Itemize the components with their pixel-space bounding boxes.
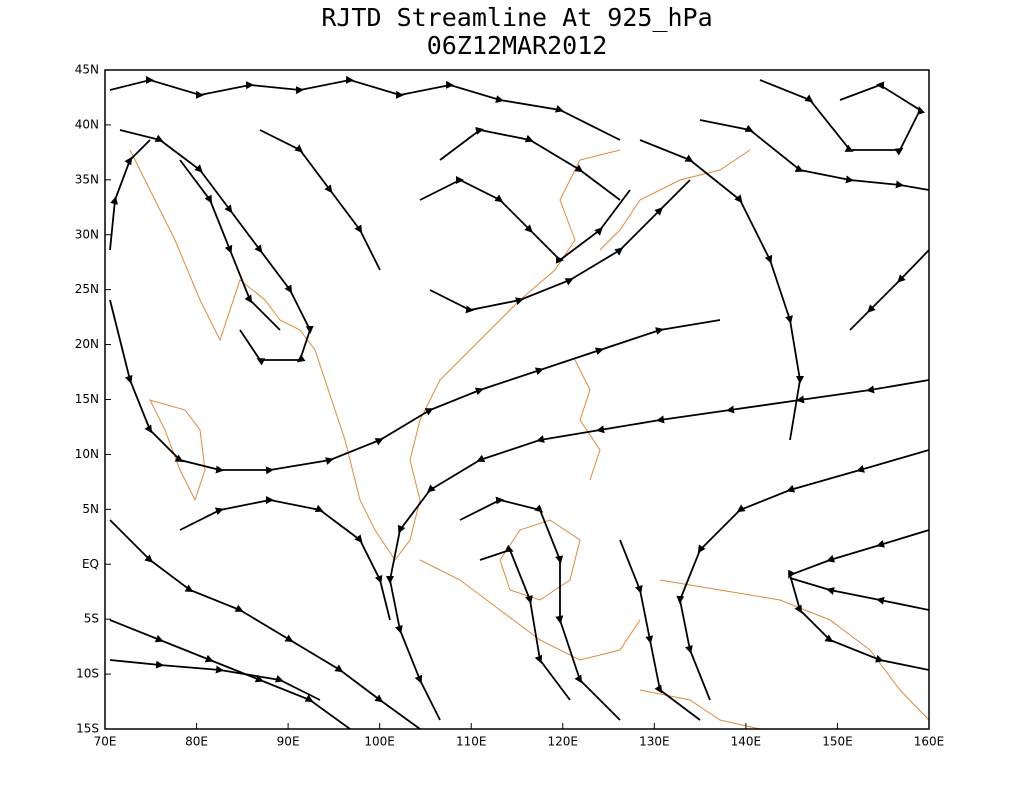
plot: [109, 75, 929, 729]
y-tick-label: 45N: [75, 63, 99, 77]
y-tick-label: 10S: [76, 667, 99, 681]
x-tick-label: 80E: [185, 735, 208, 749]
subtitle: 06Z12MAR2012: [427, 31, 608, 60]
y-tick-label: 40N: [75, 117, 99, 131]
y-tick-label: 20N: [75, 337, 99, 351]
y-tick-label: 5N: [82, 502, 99, 516]
y-tick-label: 25N: [75, 282, 99, 296]
y-tick-label: 15N: [75, 392, 99, 406]
y-tick-label: 10N: [75, 447, 99, 461]
streamlines: [109, 75, 929, 729]
title: RJTD Streamline At 925_hPa: [321, 3, 712, 32]
x-tick-label: 70E: [94, 735, 117, 749]
y-tick-label: 30N: [75, 227, 99, 241]
x-tick-label: 160E: [914, 735, 945, 749]
x-tick-label: 90E: [277, 735, 300, 749]
x-tick-label: 150E: [822, 735, 853, 749]
y-tick-label: 15S: [76, 722, 99, 736]
x-tick-label: 120E: [548, 735, 579, 749]
x-tick-label: 100E: [364, 735, 395, 749]
y-tick-label: EQ: [82, 557, 99, 571]
y-tick-label: 35N: [75, 172, 99, 186]
x-tick-label: 130E: [639, 735, 670, 749]
x-tick-label: 140E: [731, 735, 762, 749]
ticks: 70E 80E 90E 100E 110E 120E 130E 140E 150E 160E 15S…: [75, 63, 945, 749]
y-tick-label: 5S: [84, 612, 99, 626]
x-tick-label: 110E: [456, 735, 487, 749]
